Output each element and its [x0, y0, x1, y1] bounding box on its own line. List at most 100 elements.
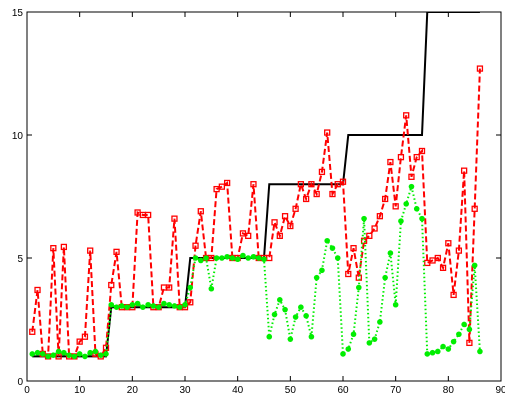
marker: [266, 333, 273, 340]
marker: [82, 353, 88, 360]
marker: [466, 339, 473, 347]
marker: [234, 256, 241, 263]
marker: [229, 255, 236, 261]
marker: [150, 303, 157, 309]
marker: [271, 311, 278, 318]
marker: [81, 333, 89, 340]
marker: [313, 274, 320, 281]
marker: [319, 267, 325, 274]
x-tick-label: 40: [232, 385, 244, 396]
y-tick-label: 15: [12, 8, 24, 19]
marker: [240, 252, 246, 259]
marker: [282, 306, 288, 313]
marker: [403, 112, 410, 119]
marker: [50, 245, 57, 252]
marker: [87, 349, 93, 356]
marker: [387, 250, 394, 256]
marker: [71, 353, 78, 360]
marker: [297, 181, 305, 188]
marker: [455, 247, 463, 254]
x-tick-label: 70: [390, 385, 402, 396]
marker: [124, 304, 130, 311]
marker: [245, 255, 251, 261]
marker: [250, 181, 257, 188]
marker: [440, 343, 446, 350]
marker: [292, 314, 299, 320]
marker: [144, 211, 152, 219]
marker: [281, 213, 289, 220]
marker: [287, 336, 294, 342]
marker: [350, 331, 357, 338]
marker: [476, 65, 484, 72]
marker: [419, 215, 425, 222]
marker: [398, 218, 404, 224]
marker: [408, 173, 415, 180]
marker: [34, 349, 41, 356]
marker: [445, 240, 452, 247]
marker: [313, 190, 320, 198]
marker: [113, 304, 120, 311]
marker: [155, 304, 162, 311]
marker: [255, 255, 262, 261]
marker: [340, 351, 346, 357]
marker: [413, 206, 420, 212]
marker: [345, 346, 352, 352]
x-tick-label: 50: [285, 385, 297, 396]
marker: [92, 348, 99, 355]
marker: [187, 284, 194, 291]
marker: [381, 195, 389, 203]
marker: [250, 253, 257, 260]
marker: [55, 348, 62, 355]
marker: [439, 264, 447, 271]
marker: [198, 257, 204, 264]
marker: [377, 319, 383, 325]
marker: [371, 225, 378, 232]
marker: [61, 349, 67, 356]
x-tick-label: 60: [337, 385, 349, 396]
marker: [103, 351, 109, 357]
marker: [45, 353, 51, 360]
marker: [387, 158, 394, 166]
marker: [140, 304, 146, 311]
marker: [224, 253, 230, 260]
marker: [356, 284, 362, 291]
plot-area: [29, 12, 484, 360]
marker: [76, 351, 83, 357]
x-tick-label: 10: [74, 385, 86, 396]
marker: [119, 303, 125, 309]
marker: [471, 262, 478, 269]
marker: [324, 129, 331, 136]
marker: [392, 301, 399, 308]
marker: [302, 195, 310, 203]
marker: [197, 208, 204, 215]
marker: [366, 232, 373, 240]
marker: [176, 304, 183, 311]
marker: [339, 178, 347, 185]
marker: [303, 313, 309, 319]
marker: [361, 215, 367, 222]
marker: [171, 215, 178, 222]
marker: [450, 291, 457, 299]
marker: [192, 255, 199, 261]
marker: [66, 352, 72, 358]
y-tick-label: 10: [12, 131, 24, 142]
marker: [276, 232, 283, 240]
marker: [435, 348, 441, 355]
marker: [329, 245, 336, 251]
marker: [461, 321, 467, 328]
marker: [345, 270, 352, 278]
series-line: [31, 68, 481, 358]
marker: [376, 213, 384, 220]
marker: [166, 301, 172, 308]
y-tick-label: 5: [17, 254, 23, 265]
marker: [134, 300, 141, 307]
marker: [34, 286, 41, 294]
marker: [40, 351, 46, 357]
marker: [329, 190, 336, 198]
x-tick-label: 80: [443, 385, 455, 396]
marker: [308, 333, 315, 340]
marker: [445, 346, 452, 352]
marker: [219, 255, 225, 261]
marker: [203, 255, 209, 261]
